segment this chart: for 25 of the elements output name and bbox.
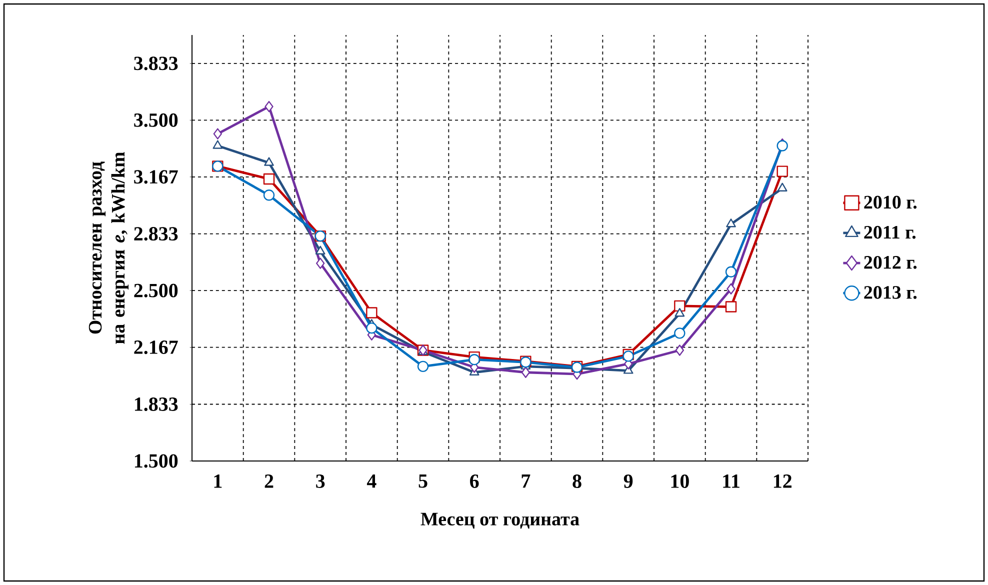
x-tick-label: 8 [572, 474, 582, 488]
x-tick-label: 11 [723, 474, 740, 488]
y-tick-label: 2.833 [134, 227, 178, 241]
x-tick-label: 3 [316, 474, 325, 488]
legend-label: 2010 г. [864, 196, 917, 209]
x-tick-label: 4 [366, 474, 376, 488]
y-tick-label: 2.500 [134, 284, 178, 298]
y-tick-label: 3.500 [134, 113, 178, 127]
x-tick-label: 5 [418, 474, 428, 488]
y-tick-label: 3.833 [134, 56, 178, 70]
y-tick-label: 2.167 [134, 340, 178, 354]
y-tick-label: 1.500 [134, 454, 178, 468]
x-tick-label: 12 [774, 474, 792, 488]
x-tick-label: 2 [264, 474, 274, 488]
y-tick-label: 3.167 [134, 170, 178, 184]
x-axis-title: Месец от годината [420, 512, 580, 529]
legend-label: 2013 г. [864, 286, 917, 299]
x-tick-label: 10 [671, 474, 689, 488]
legend-label: 2011 г. [864, 226, 916, 239]
x-tick-label: 9 [624, 474, 633, 488]
x-tick-label: 7 [522, 474, 530, 488]
legend-label: 2012 г. [864, 256, 917, 269]
y-tick-label: 1.833 [134, 397, 178, 412]
x-tick-label: 1 [214, 474, 222, 488]
x-tick-label: 6 [470, 474, 479, 488]
